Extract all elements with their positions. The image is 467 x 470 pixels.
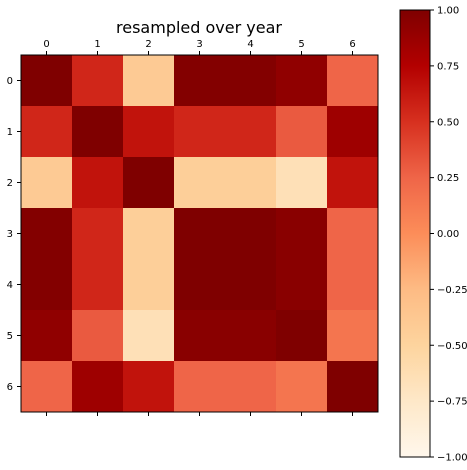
heatmap-cell: [327, 157, 379, 209]
colorbar-tick-label: 0.75: [437, 61, 459, 72]
colorbar-tick-label: 0.25: [437, 173, 459, 184]
y-tick-label: 1: [7, 127, 13, 138]
heatmap-cell: [225, 106, 277, 158]
heatmap-cell: [123, 106, 175, 158]
heatmap-cell: [72, 259, 124, 311]
heatmap-cell: [225, 259, 277, 311]
heatmap-cell: [21, 55, 73, 107]
colorbar-tick-label: −0.75: [437, 397, 467, 408]
heatmap-cell: [276, 106, 328, 158]
colorbar-tick-label: 0.00: [437, 229, 459, 240]
heatmap-cell: [174, 310, 226, 362]
heatmap-cell: [174, 55, 226, 107]
y-tick-label: 3: [7, 229, 13, 240]
heatmap-cell: [327, 208, 379, 260]
heatmap-cell: [21, 157, 73, 209]
colorbar-tick-label: −1.00: [437, 453, 467, 464]
heatmap-cell: [174, 361, 226, 413]
x-tick-label: 6: [349, 39, 355, 50]
heatmap-cell: [327, 361, 379, 413]
heatmap-cell: [276, 157, 328, 209]
heatmap-cell: [327, 259, 379, 311]
colorbar-ticks: 1.00 0.75 0.50 0.25 0.00 −0.25 −0.50 −0.75 −1.00: [430, 6, 467, 464]
heatmap-cell: [72, 208, 124, 260]
heatmap-cell: [225, 208, 277, 260]
heatmap-cell: [225, 310, 277, 362]
heatmap-cell: [72, 310, 124, 362]
heatmap-cell: [123, 157, 175, 209]
x-tick-label: 2: [145, 39, 151, 50]
y-tick-label: 2: [7, 178, 13, 189]
y-tick-label: 0: [7, 76, 13, 87]
heatmap-cells: [21, 55, 379, 413]
heatmap-cell: [276, 310, 328, 362]
colorbar-tick-label: −0.25: [437, 285, 467, 296]
heatmap-cell: [72, 361, 124, 413]
y-tick-label: 4: [7, 280, 13, 291]
heatmap-cell: [72, 157, 124, 209]
x-tick-label: 4: [247, 39, 253, 50]
heatmap-cell: [21, 106, 73, 158]
heatmap-cell: [276, 208, 328, 260]
heatmap-cell: [174, 157, 226, 209]
heatmap-cell: [123, 361, 175, 413]
x-tick-label: 0: [43, 39, 49, 50]
y-tick-label: 6: [7, 382, 13, 393]
colorbar-tick-label: −0.50: [437, 341, 467, 352]
chart-title: resampled over year: [116, 18, 282, 37]
heatmap-cell: [327, 55, 379, 107]
heatmap-cell: [327, 106, 379, 158]
heatmap-cell: [327, 310, 379, 362]
heatmap-cell: [72, 55, 124, 107]
heatmap-cell: [21, 208, 73, 260]
heatmap-cell: [174, 259, 226, 311]
x-axis-ticks: 0 1 2 3 4 5 6: [43, 39, 356, 416]
heatmap-cell: [276, 259, 328, 311]
heatmap-cell: [276, 55, 328, 107]
heatmap-cell: [174, 208, 226, 260]
heatmap-cell: [225, 55, 277, 107]
colorbar: [399, 9, 431, 458]
heatmap-cell: [21, 361, 73, 413]
y-axis-ticks: 0 1 2 3 4 5 6: [7, 76, 21, 393]
heatmap-cell: [21, 259, 73, 311]
heatmap-cell: [123, 208, 175, 260]
heatmap-cell: [72, 106, 124, 158]
x-tick-label: 1: [94, 39, 100, 50]
colorbar-tick-label: 1.00: [437, 6, 459, 17]
heatmap-cell: [174, 106, 226, 158]
heatmap-cell: [276, 361, 328, 413]
heatmap-cell: [225, 361, 277, 413]
y-tick-label: 5: [7, 331, 13, 342]
heatmap-cell: [123, 310, 175, 362]
heatmap-cell: [225, 157, 277, 209]
heatmap-cell: [123, 259, 175, 311]
colorbar-tick-label: 0.50: [437, 117, 459, 128]
x-tick-label: 3: [196, 39, 202, 50]
x-tick-label: 5: [298, 39, 304, 50]
heatmap-cell: [21, 310, 73, 362]
heatmap-cell: [123, 55, 175, 107]
